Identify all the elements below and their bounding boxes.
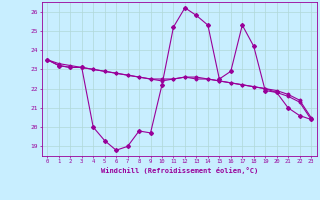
X-axis label: Windchill (Refroidissement éolien,°C): Windchill (Refroidissement éolien,°C) — [100, 167, 258, 174]
